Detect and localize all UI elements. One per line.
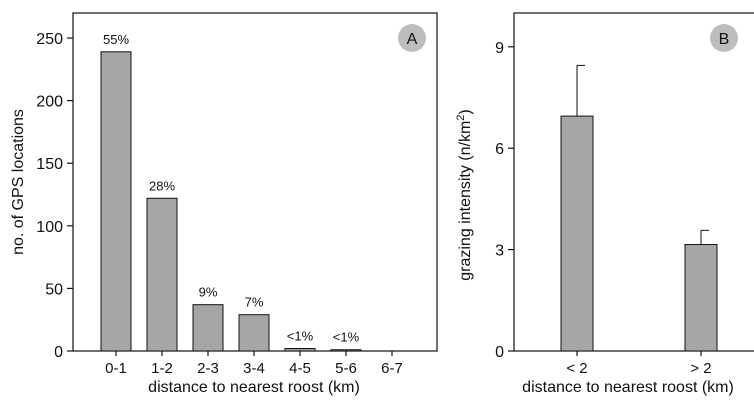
- panel-b-y-axis-label: grazing intensity (n/km2): [455, 109, 474, 281]
- panel-a-y-tick-label: 150: [36, 156, 63, 173]
- panel-a-bars: 55% 28% 9% 7% <1% <1%: [100, 32, 362, 352]
- panel-a-y-tick-label: 0: [54, 344, 63, 361]
- panel-b-bar: [684, 244, 718, 352]
- panel-b-y-tick-label: 6: [495, 141, 504, 158]
- panel-a-data-label: <1%: [287, 328, 314, 343]
- panel-a-letter-badge: [398, 24, 426, 52]
- panel-a-bar: [146, 197, 178, 352]
- panel-a-bar: [100, 51, 132, 352]
- panel-b-y-axis: 0 3 6 9: [495, 40, 514, 361]
- panel-b-y-label-close: ): [457, 109, 474, 114]
- panel-b-x-tick-label: < 2: [566, 360, 587, 377]
- panel-a-y-tick-label: 200: [36, 94, 63, 111]
- panel-a-x-tick-label: 6-7: [381, 360, 403, 377]
- panel-a-y-axis: 0 50 100 150 200 250: [36, 31, 73, 361]
- panel-b-frame: [513, 12, 754, 352]
- panel-a-data-label: <1%: [333, 330, 360, 345]
- panel-a-x-tick-label: 4-5: [289, 360, 311, 377]
- panel-a-y-tick-label: 50: [45, 281, 63, 298]
- panel-a-x-axis-label: distance to nearest roost (km): [148, 379, 360, 396]
- panel-a-chart: 0 50 100 150 200 250 55% 28% 9% 7% <1% <1% 0-1 1-2 2…: [10, 12, 438, 396]
- panel-a-data-label: 7%: [245, 295, 264, 310]
- panel-b-y-label-superscript: 2: [455, 115, 467, 121]
- panel-a-x-tick-label: 3-4: [243, 360, 265, 377]
- panel-a-y-axis-label: no. of GPS locations: [10, 109, 27, 255]
- panel-a-letter: A: [407, 31, 418, 48]
- panel-a-bar: [238, 314, 270, 352]
- panel-a-data-label: 9%: [199, 285, 218, 300]
- panel-b-y-label-text: grazing intensity (n/km: [457, 121, 474, 281]
- panel-b-bars: [560, 64, 718, 352]
- panel-a-x-tick-label: 0-1: [105, 360, 127, 377]
- panel-a-x-tick-label: 1-2: [151, 360, 173, 377]
- panel-a-bar: [192, 304, 224, 352]
- panel-b-chart: 0 3 6 9 < 2 > 2 B distance to nearest roost …: [455, 12, 754, 396]
- panel-a-bar: [330, 349, 362, 352]
- panel-b-y-tick-label: 9: [495, 40, 504, 57]
- panel-b-letter: B: [719, 31, 730, 48]
- panel-b-letter-badge: [710, 24, 738, 52]
- panel-b-x-tick-label: > 2: [690, 360, 711, 377]
- panel-a-bar: [284, 347, 316, 352]
- panel-a-y-tick-label: 250: [36, 31, 63, 48]
- panel-a-y-tick-label: 100: [36, 219, 63, 236]
- panel-a-x-tick-label: 2-3: [197, 360, 219, 377]
- panel-b-y-tick-label: 0: [495, 344, 504, 361]
- panel-a-x-tick-label: 5-6: [335, 360, 357, 377]
- panel-b-x-axis-label: distance to nearest roost (km): [522, 379, 734, 396]
- panel-b-x-axis: < 2 > 2: [566, 351, 712, 377]
- panel-b-bar: [560, 115, 594, 352]
- panel-a-data-label: 55%: [103, 32, 129, 47]
- panel-a-x-axis: 0-1 1-2 2-3 3-4 4-5 5-6 6-7: [105, 351, 403, 377]
- panel-a-data-label: 28%: [149, 178, 175, 193]
- panel-b-y-tick-label: 3: [495, 243, 504, 260]
